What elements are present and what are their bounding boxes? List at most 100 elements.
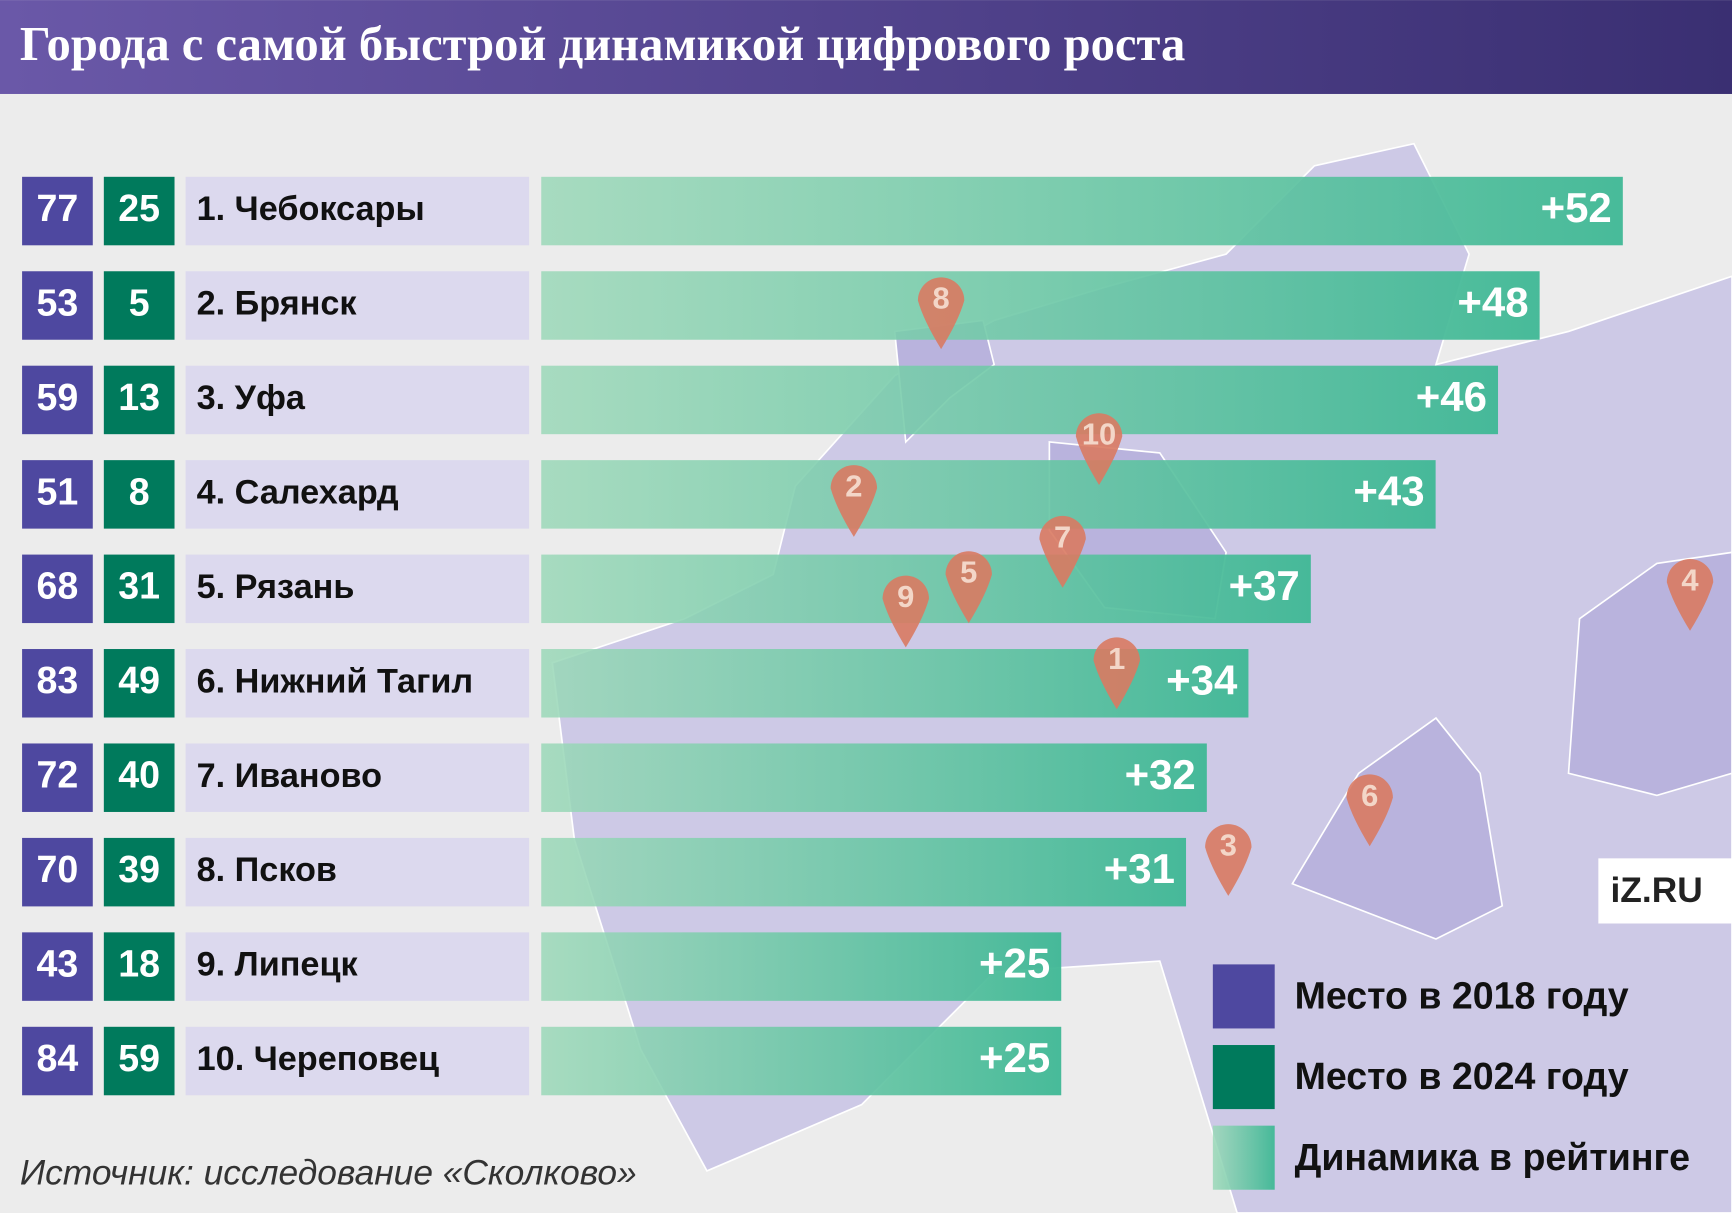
city-box [185,271,530,340]
logo: iZ.RU [1610,871,1702,910]
rank-2024: 25 [118,187,160,229]
rank-2024-box [103,1026,175,1096]
map-pin-label: 6 [1361,778,1378,813]
bar [541,649,1249,718]
rank-2018-box [22,932,93,1001]
rank-2018: 51 [37,470,79,512]
header-band [0,0,1732,94]
rank-2018: 68 [37,565,79,607]
bar [541,1026,1062,1096]
map-pin-label: 4 [1681,562,1699,597]
rank-2024-box [103,271,175,340]
rank-2024: 31 [118,565,160,607]
value-label: +31 [1104,845,1175,892]
rank-2018: 59 [37,376,79,418]
rank-2024: 13 [118,376,160,418]
bar [541,176,1623,246]
map-pin-label: 3 [1220,827,1237,862]
city-box [185,365,530,435]
rank-2018: 77 [37,187,79,229]
rank-2018: 84 [37,1037,79,1079]
bar [541,932,1062,1001]
bar [541,271,1540,340]
value-label: +46 [1416,373,1487,420]
city-box [185,1026,530,1096]
value-label: +34 [1166,656,1238,703]
city-box [185,649,530,718]
category-label: 8. Псков [197,851,337,889]
map-pin [917,277,965,350]
rank-2018-box [22,460,93,529]
map-pin-label: 10 [1082,417,1116,452]
map-pin [1666,559,1714,631]
bar [541,743,1207,812]
category-label: 4. Салехард [197,473,399,511]
rank-2024-box [103,743,175,812]
bar [541,837,1187,907]
map-pin [945,551,992,624]
city-box [185,837,530,907]
value-label: +52 [1541,184,1612,231]
bar [541,460,1436,529]
value-label: +48 [1457,279,1528,326]
city-box [185,932,530,1001]
legend-label: Место в 2024 году [1295,1055,1629,1097]
rank-2018-box [22,649,93,718]
value-label: +25 [979,940,1050,987]
map-pin [830,465,878,537]
source: Источник: исследование «Сколково» [20,1154,637,1193]
rank-2024-box [103,932,175,1001]
rank-2024: 39 [118,848,160,890]
rank-2024: 59 [118,1037,160,1079]
legend-swatch [1212,964,1275,1029]
map-pin-label: 7 [1054,519,1071,554]
map-pin-label: 5 [960,555,977,590]
city-box [185,743,530,812]
category-label: 2. Брянск [197,285,358,323]
rank-2018-box [22,365,93,435]
rank-2018-box [22,1026,93,1096]
category-label: 9. Липецк [197,946,359,984]
rank-2018-box [22,743,93,812]
rank-2024: 40 [118,754,160,796]
rank-2018-box [22,271,93,340]
value-label: +37 [1229,562,1300,609]
rank-2018: 53 [37,281,79,323]
map-pin-label: 1 [1108,641,1125,676]
value-label: +25 [979,1034,1050,1081]
map-pin [1346,774,1393,847]
category-label: 3. Уфа [197,379,306,417]
map-pin-label: 9 [897,579,914,614]
city-box [185,176,530,246]
legend-label: Место в 2018 году [1295,975,1629,1017]
map-pin [1205,824,1252,896]
rank-2018: 83 [37,659,79,701]
category-label: 5. Рязань [197,568,355,606]
rank-2024: 5 [129,281,150,323]
rank-2024-box [103,554,175,624]
category-label: 1. Чебоксары [197,190,425,228]
rank-2024: 18 [118,943,160,985]
rank-2018-box [22,176,93,246]
city-box [185,460,530,529]
legend-swatch [1212,1045,1275,1110]
category-label: 7. Иваново [197,757,382,795]
legend-swatch [1212,1125,1275,1190]
rank-2024-box [103,176,175,246]
chart-title: Города с самой быстрой динамикой цифрово… [20,17,1185,71]
rank-2018: 72 [37,754,79,796]
map-pin [1075,413,1123,485]
logo-box [1598,858,1732,924]
rank-2024: 49 [118,659,160,701]
map-pin-label: 8 [933,281,950,316]
rank-2018: 70 [37,848,79,890]
category-label: 6. Нижний Тагил [197,662,474,700]
rank-2024: 8 [129,470,150,512]
map-pin [1093,637,1140,710]
value-label: +32 [1125,751,1196,798]
rank-2024-box [103,365,175,435]
category-label: 10. Череповец [197,1040,439,1078]
rank-2024-box [103,460,175,529]
rank-2018-box [22,554,93,624]
